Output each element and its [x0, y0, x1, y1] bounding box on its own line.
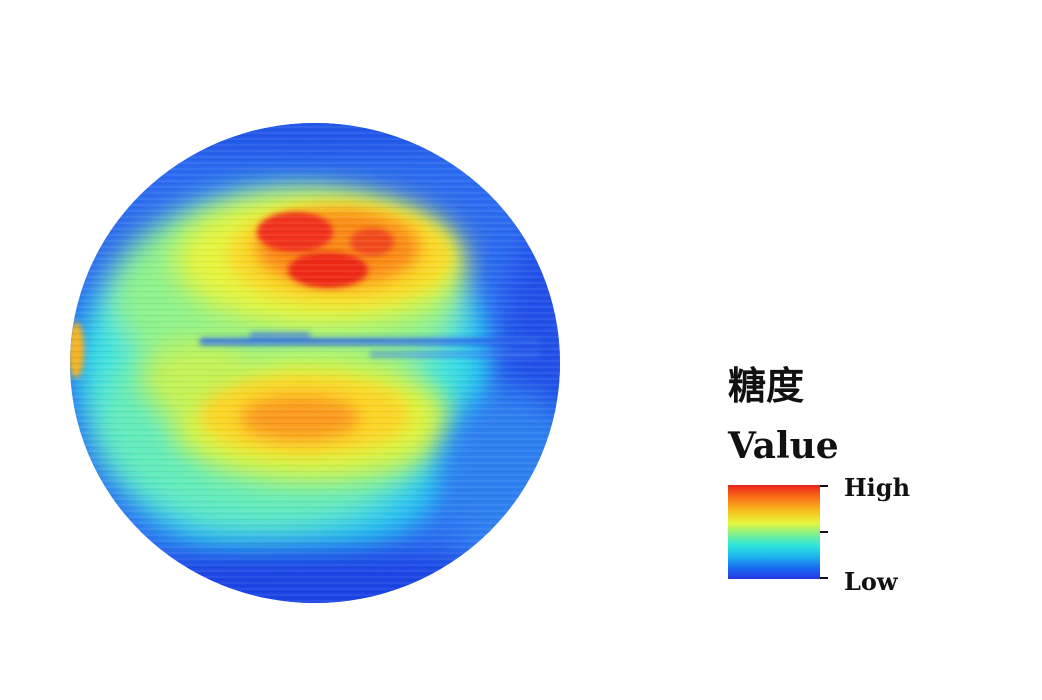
legend-low-label: Low	[844, 567, 898, 596]
legend-title: 糖度	[728, 363, 805, 408]
colorbar-tick-high	[820, 485, 828, 487]
fruit-sugar-heatmap	[70, 120, 570, 605]
colorbar-tick-mid	[820, 531, 828, 533]
heatmap-image	[70, 123, 560, 603]
legend-subtitle: Value	[728, 425, 839, 467]
legend: 糖度 Value High Low	[728, 355, 988, 615]
colorbar-tick-low	[820, 577, 828, 579]
legend-high-label: High	[844, 473, 911, 502]
colorbar	[728, 485, 820, 579]
